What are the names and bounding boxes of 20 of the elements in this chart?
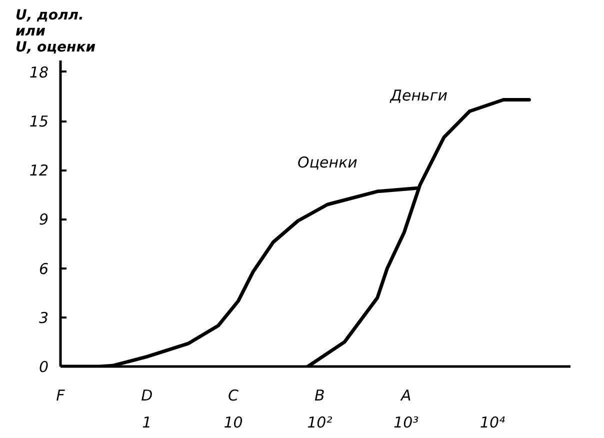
x-tick-label: 10⁴ <box>480 414 506 432</box>
text: F <box>56 386 66 404</box>
x-tick-label: 10 <box>224 414 243 432</box>
y-tick-label: 18 <box>29 63 49 82</box>
y-tick-label: 15 <box>29 112 49 131</box>
x-tick-label: 10³ <box>394 414 419 432</box>
series-label: Деньги <box>389 86 448 104</box>
y-tick-label: 12 <box>29 162 49 180</box>
y-tick-label: 6 <box>38 260 49 278</box>
y-tick-label: 3 <box>38 308 49 327</box>
text: A <box>400 386 412 404</box>
text: B <box>314 386 325 404</box>
y-axis-title: U, долл. или U, оценки <box>16 8 96 56</box>
text: C <box>228 386 240 404</box>
y-tick-label: 0 <box>38 358 49 376</box>
x-tick-label: 10² <box>307 414 332 432</box>
series-label: Оценки <box>298 154 358 172</box>
x-tick-label: 1 <box>142 414 152 432</box>
text: D <box>141 386 153 404</box>
y-tick-label: 9 <box>38 210 49 229</box>
